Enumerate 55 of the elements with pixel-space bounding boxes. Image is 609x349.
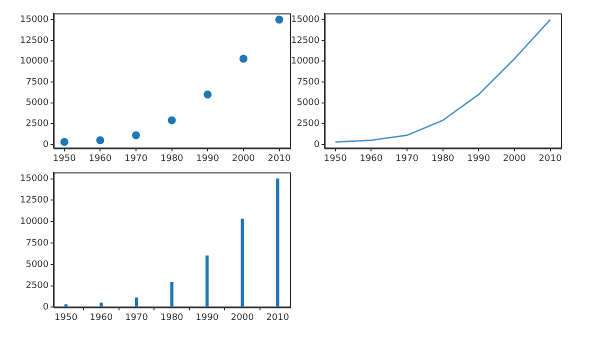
- x-tick-label: 2000: [232, 154, 256, 164]
- x-tick-label: 2010: [538, 154, 562, 164]
- x-tick-label: 1960: [88, 154, 112, 164]
- point: [275, 16, 284, 24]
- y-tick-label: 10000: [290, 56, 320, 67]
- y-tick-label: 15000: [20, 174, 49, 184]
- point: [60, 138, 68, 146]
- y-tick-label: 7500: [26, 77, 49, 88]
- point: [239, 54, 248, 63]
- point: [204, 90, 212, 99]
- bar: [134, 297, 138, 308]
- y-tick-label: 5000: [26, 98, 49, 108]
- bar: [240, 218, 244, 308]
- x-tick-label: 2010: [266, 312, 290, 323]
- y-tick-label: 10000: [20, 216, 49, 227]
- y-tick-label: 0: [314, 140, 320, 150]
- point: [96, 136, 104, 144]
- x-tick-label: 1990: [467, 154, 490, 164]
- x-tick-label: 1970: [396, 154, 419, 164]
- point: [132, 131, 140, 140]
- y-tick-label: 0: [42, 302, 49, 313]
- x-tick-label: 1980: [160, 312, 184, 323]
- y-tick-label: 7500: [26, 238, 49, 248]
- x-tick-label: 1980: [160, 154, 184, 164]
- y-tick-label: 2500: [26, 118, 49, 129]
- y-tick-label: 12500: [290, 36, 320, 46]
- x-tick-label: 1990: [196, 154, 220, 164]
- y-tick-label: 5000: [26, 260, 49, 270]
- x-tick-label: 1990: [196, 312, 219, 323]
- y-tick-label: 12500: [20, 196, 49, 206]
- y-tick-label: 7500: [296, 77, 320, 88]
- y-tick-label: 2500: [26, 281, 49, 292]
- x-tick-label: 2010: [268, 154, 291, 164]
- bar: [206, 256, 209, 308]
- y-tick-label: 15000: [290, 14, 320, 25]
- bar: [100, 302, 103, 308]
- y-tick-label: 0: [42, 140, 49, 150]
- y-tick-label: 15000: [20, 14, 49, 25]
- y-tick-label: 2500: [296, 118, 320, 129]
- x-tick-label: 1970: [125, 312, 148, 323]
- x-tick-label: 1960: [360, 154, 383, 164]
- x-tick-label: 1970: [124, 154, 148, 164]
- y-tick-label: 12500: [20, 36, 49, 46]
- bar: [170, 282, 174, 308]
- x-tick-label: 1950: [324, 154, 348, 164]
- y-tick-label: 10000: [20, 56, 49, 67]
- x-tick-label: 2000: [230, 312, 254, 323]
- x-tick-label: 1950: [52, 154, 76, 164]
- point: [168, 116, 176, 124]
- x-tick-label: 1980: [431, 154, 455, 164]
- x-tick-label: 1950: [54, 312, 78, 323]
- bar: [276, 178, 280, 308]
- y-tick-label: 5000: [296, 98, 320, 108]
- x-tick-label: 1960: [90, 312, 113, 323]
- x-tick-label: 2000: [502, 154, 526, 164]
